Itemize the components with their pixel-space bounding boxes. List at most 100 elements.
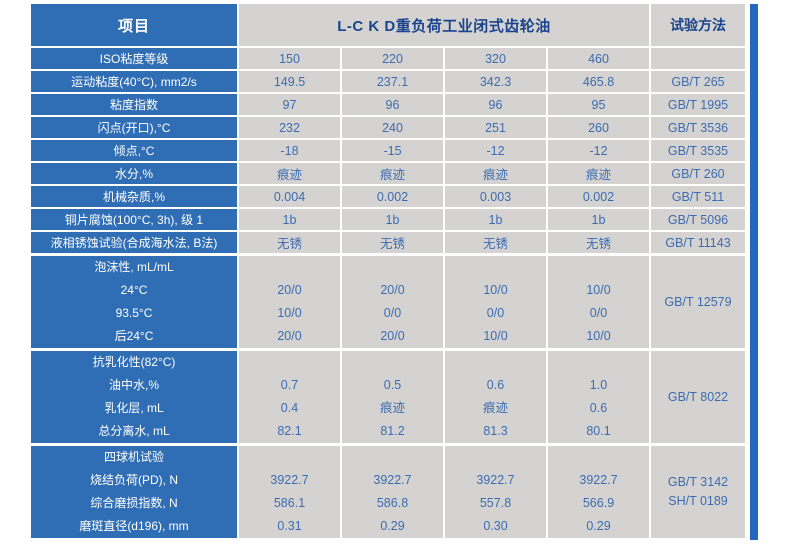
table-row: 粘度指数 97 96 96 95 GB/T 1995	[31, 94, 745, 115]
table-row: 液相锈蚀试验(合成海水法, B法) 无锈 无锈 无锈 无锈 GB/T 11143	[31, 232, 745, 253]
value-cell-220: 1b	[342, 209, 443, 230]
sub-row-value: 0.7	[280, 378, 299, 392]
method-text: SH/T 0189	[668, 494, 728, 508]
value-cell-220: 237.1	[342, 71, 443, 92]
value-cell-320: 342.3	[445, 71, 546, 92]
sub-row-value: 10/0	[277, 306, 302, 320]
sub-row-value: 566.9	[582, 496, 615, 510]
value-cell-150: 149.5	[239, 71, 340, 92]
sub-row-value: 82.1	[277, 424, 302, 438]
sub-row-label: 油中水,%	[108, 378, 159, 392]
value-cell-220: 96	[342, 94, 443, 115]
row-label: 粘度指数	[31, 94, 237, 115]
method-text: GB/T 3142	[667, 475, 729, 489]
value-cell-460: 无锈	[548, 232, 649, 253]
sub-row-value: 81.3	[483, 424, 508, 438]
section-value-cell-150: 0.7 0.4 82.1	[239, 351, 340, 443]
table-row: 铜片腐蚀(100°C, 3h), 级 1 1b 1b 1b 1b GB/T 50…	[31, 209, 745, 230]
value-cell-460: 465.8	[548, 71, 649, 92]
method-text: GB/T 8022	[667, 389, 729, 404]
value-cell-320: 痕迹	[445, 163, 546, 184]
sub-row-value: 20/0	[380, 329, 405, 343]
blank-line	[342, 256, 443, 279]
section-title: 泡沫性, mL/mL	[94, 260, 174, 274]
value-cell-460: 260	[548, 117, 649, 138]
blank-line	[342, 351, 443, 374]
section-value-cell-460: 10/0 0/0 10/0	[548, 256, 649, 348]
sub-row-value: 0.30	[483, 519, 508, 533]
sub-row-value: 3922.7	[270, 473, 309, 487]
sub-row-value: 0.31	[277, 519, 302, 533]
value-cell-460: 0.002	[548, 186, 649, 207]
value-cell-150: 无锈	[239, 232, 340, 253]
value-cell-150: 0.004	[239, 186, 340, 207]
value-cell-320: 0.003	[445, 186, 546, 207]
value-cell-320: 251	[445, 117, 546, 138]
blank-line	[548, 446, 649, 469]
sub-row-value: 10/0	[483, 283, 508, 297]
blank-line	[239, 256, 340, 279]
test-method-header: 试验方法	[651, 4, 745, 46]
value-cell-150: 1b	[239, 209, 340, 230]
section-value-cell-320: 0.6 痕迹 81.3	[445, 351, 546, 443]
value-cell-150: 97	[239, 94, 340, 115]
product-title: L-C K D重负荷工业闭式齿轮油	[239, 4, 649, 46]
value-cell-220: 0.002	[342, 186, 443, 207]
blank-line	[342, 446, 443, 469]
value-cell-150: 痕迹	[239, 163, 340, 184]
value-cell-460: -12	[548, 140, 649, 161]
sub-row-value: 0/0	[383, 306, 402, 320]
value-cell-460: 460	[548, 48, 649, 69]
value-cell-150: 232	[239, 117, 340, 138]
sub-row-value: 81.2	[380, 424, 405, 438]
sub-row-label: 乳化层, mL	[104, 401, 164, 415]
row-label: 运动粘度(40°C), mm2/s	[31, 71, 237, 92]
method-cell: GB/T 3535	[651, 140, 745, 161]
sub-row-value: 0/0	[486, 306, 505, 320]
sub-row-label: 烧结负荷(PD), N	[90, 473, 178, 487]
items-header-cell: 项目	[31, 4, 237, 46]
sub-row-value: 80.1	[586, 424, 611, 438]
value-cell-460: 痕迹	[548, 163, 649, 184]
value-cell-220: -15	[342, 140, 443, 161]
row-label: 液相锈蚀试验(合成海水法, B法)	[31, 232, 237, 253]
section-value-cell-320: 10/0 0/0 10/0	[445, 256, 546, 348]
value-cell-460: 95	[548, 94, 649, 115]
value-cell-150: 150	[239, 48, 340, 69]
method-cell: GB/T 11143	[651, 232, 745, 253]
section-title: 四球机试验	[103, 450, 164, 464]
row-label: 铜片腐蚀(100°C, 3h), 级 1	[31, 209, 237, 230]
value-cell-220: 240	[342, 117, 443, 138]
section-label-cell: 抗乳化性(82°C) 油中水,% 乳化层, mL 总分离水, mL	[31, 351, 237, 443]
table-body: ISO粘度等级 150 220 320 460 运动粘度(40°C), mm2/…	[31, 48, 745, 538]
right-accent-bar	[750, 4, 758, 540]
method-text: GB/T 12579	[664, 294, 732, 309]
sub-row-value: 痕迹	[379, 401, 405, 415]
row-label: 机械杂质,%	[31, 186, 237, 207]
sub-row-value: 10/0	[483, 329, 508, 343]
table-section-row: 四球机试验 烧结负荷(PD), N 综合磨损指数, N 磨斑直径(d196), mm …	[31, 446, 745, 538]
sub-row-value: 0.4	[280, 401, 299, 415]
table-row: 水分,% 痕迹 痕迹 痕迹 痕迹 GB/T 260	[31, 163, 745, 184]
table-row: 倾点,°C -18 -15 -12 -12 GB/T 3535	[31, 140, 745, 161]
sub-row-value: 3922.7	[579, 473, 618, 487]
sub-row-value: 0/0	[589, 306, 608, 320]
row-label: ISO粘度等级	[31, 48, 237, 69]
value-cell-320: 320	[445, 48, 546, 69]
blank-line	[445, 351, 546, 374]
sub-row-label: 后24°C	[114, 329, 154, 343]
value-cell-150: -18	[239, 140, 340, 161]
method-cell: GB/T 1995	[651, 94, 745, 115]
section-value-cell-220: 20/0 0/0 20/0	[342, 256, 443, 348]
section-value-cell-460: 1.0 0.6 80.1	[548, 351, 649, 443]
method-cell: GB/T 5096	[651, 209, 745, 230]
method-cell	[651, 48, 745, 69]
sub-row-value: 20/0	[277, 329, 302, 343]
section-value-cell-150: 3922.7 586.1 0.31	[239, 446, 340, 538]
section-value-cell-460: 3922.7 566.9 0.29	[548, 446, 649, 538]
table-section-row: 抗乳化性(82°C) 油中水,% 乳化层, mL 总分离水, mL 0.7 0.4 82.…	[31, 351, 745, 443]
sub-row-value: 20/0	[277, 283, 302, 297]
section-title: 抗乳化性(82°C)	[92, 355, 176, 369]
method-cell: GB/T 3536	[651, 117, 745, 138]
section-label-cell: 泡沫性, mL/mL 24°C 93.5°C 后24°C	[31, 256, 237, 348]
